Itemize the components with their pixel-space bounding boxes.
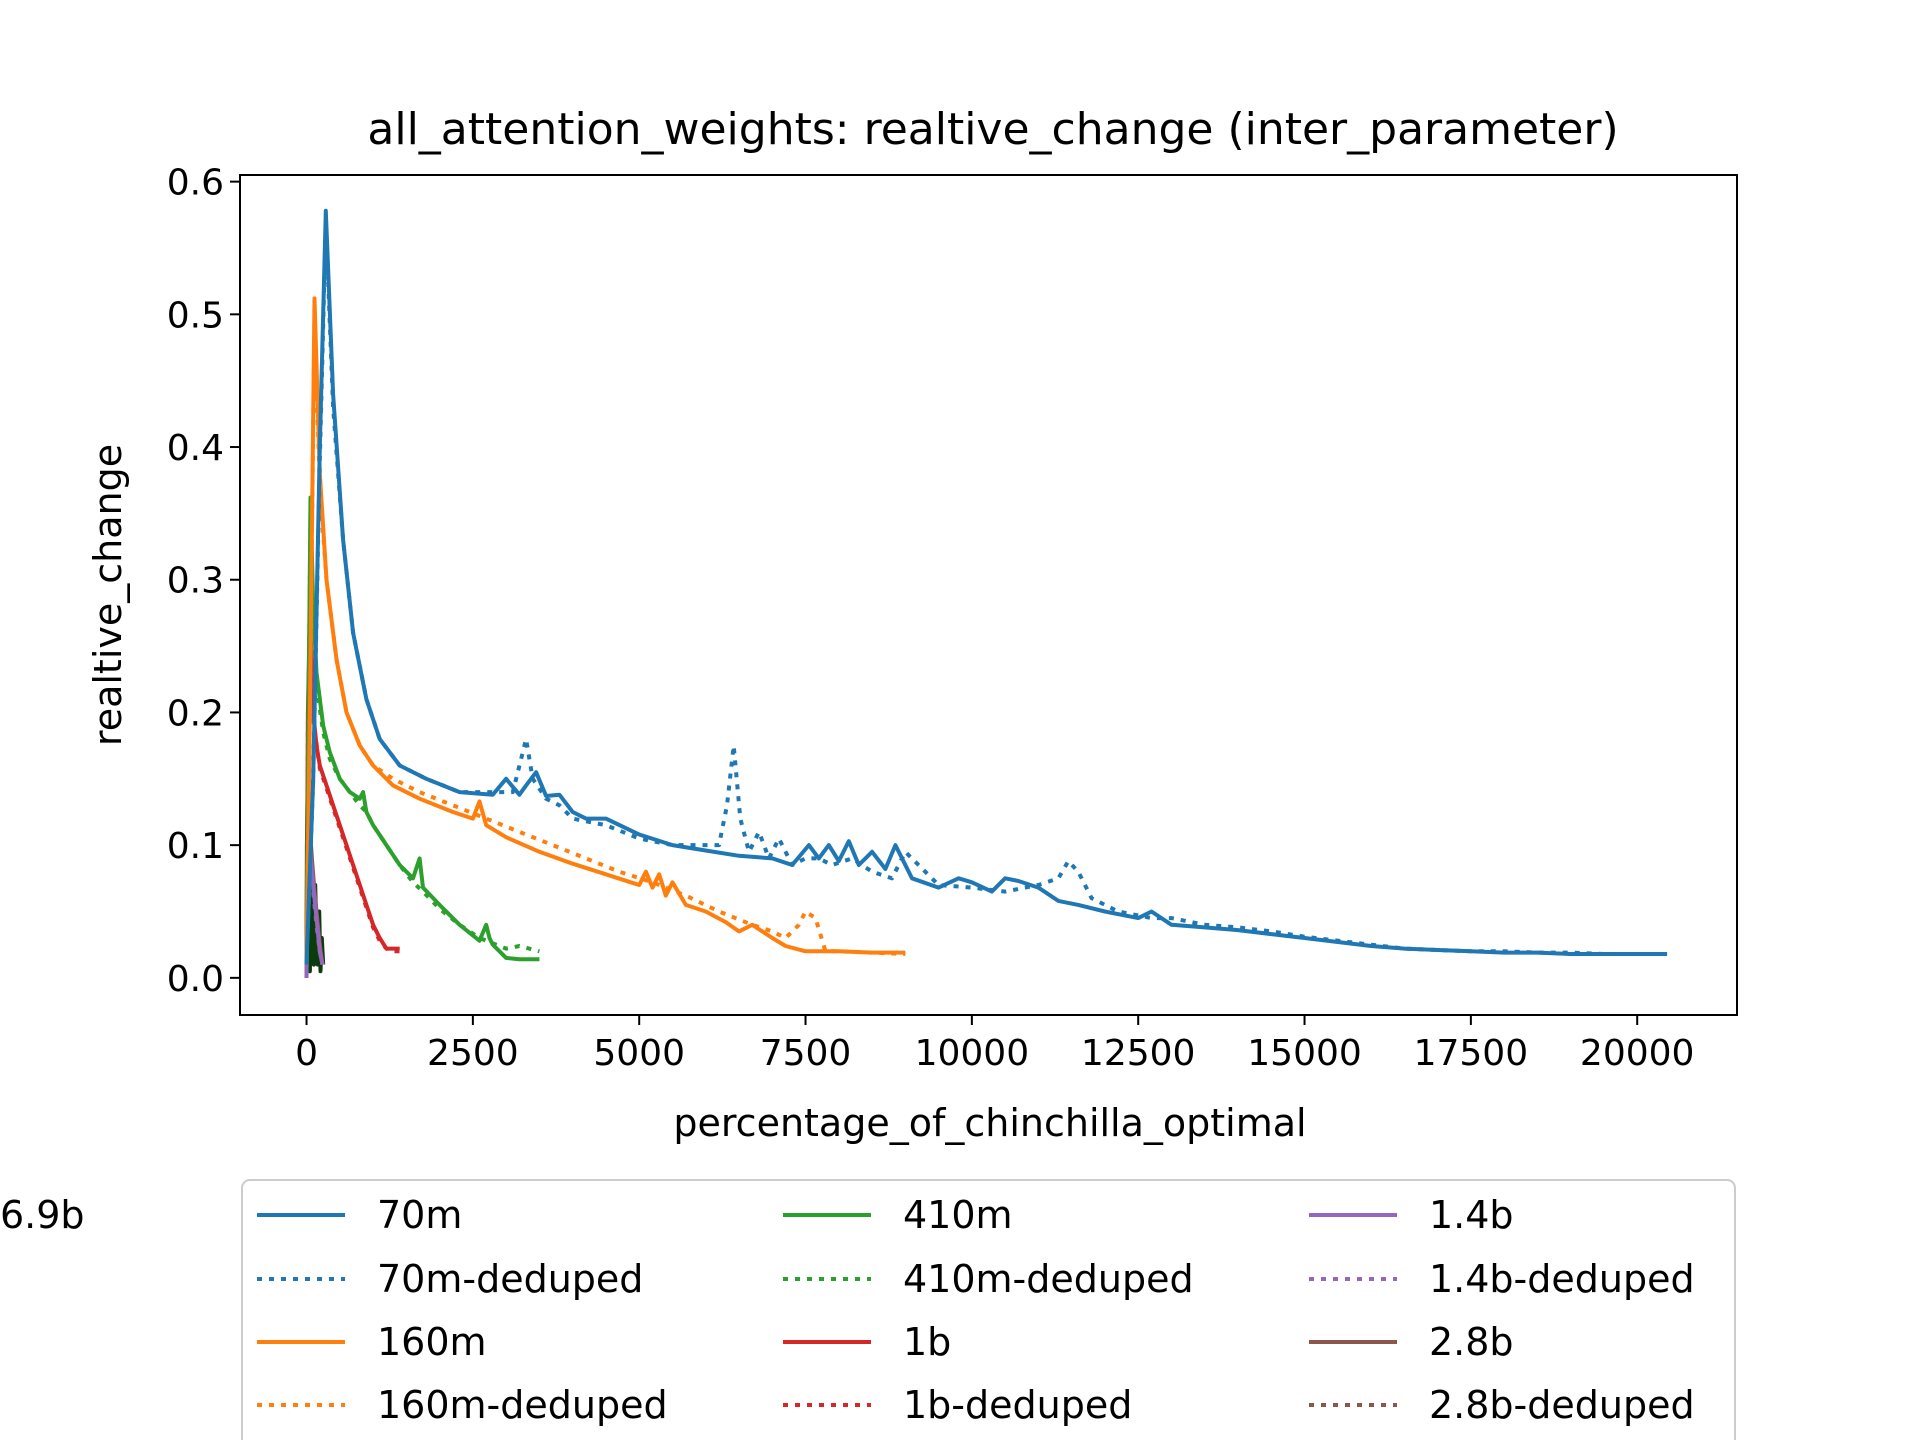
y-tick-label: 0.6: [167, 163, 224, 204]
legend-label-1-4b: 1.4b: [1429, 1193, 1514, 1237]
x-tick-label: 12500: [1081, 1033, 1196, 1074]
legend-label-1b-deduped: 1b-deduped: [903, 1383, 1132, 1427]
series-layer: [304, 208, 1668, 978]
legend-label-410m-deduped: 410m-deduped: [903, 1257, 1194, 1301]
x-tick-label: 2500: [427, 1033, 519, 1074]
y-tick-label: 0.1: [167, 826, 224, 867]
legend-label-2-8b: 2.8b: [1429, 1320, 1514, 1364]
y-axis: 0.0 0.1 0.2 0.3 0.4 0.5 0.6: [167, 163, 240, 1000]
series-line-160m: [304, 296, 906, 965]
x-tick-label: 0: [295, 1033, 318, 1074]
x-tick-label: 20000: [1580, 1033, 1695, 1074]
x-tick-label: 7500: [760, 1033, 852, 1074]
y-tick-label: 0.5: [167, 295, 224, 336]
x-axis-label: percentage_of_chinchilla_optimal: [673, 1101, 1306, 1145]
legend-label-410m: 410m: [903, 1193, 1013, 1237]
legend-label-2-8b-deduped: 2.8b-deduped: [1429, 1383, 1695, 1427]
legend-label-1b: 1b: [903, 1320, 951, 1364]
x-tick-label: 17500: [1414, 1033, 1529, 1074]
plot-frame: [239, 174, 1738, 1016]
x-axis: 0 2500 5000 7500 10000 12500 15000 17500 20000: [295, 1015, 1694, 1074]
series-line-160m-deduped: [304, 312, 906, 965]
series-line-70m: [304, 208, 1668, 965]
legend-label-70m-deduped: 70m-deduped: [377, 1257, 643, 1301]
x-tick-label: 5000: [593, 1033, 685, 1074]
y-tick-label: 0.2: [167, 693, 224, 734]
legend-label-160m-deduped: 160m-deduped: [377, 1383, 668, 1427]
legend-frame: [241, 1179, 1736, 1440]
legend: 70m 70m-deduped 160m 160m-deduped 410m 410m-d…: [0, 1179, 1736, 1440]
x-tick-label: 10000: [915, 1033, 1030, 1074]
legend-label-1-4b-deduped: 1.4b-deduped: [1429, 1257, 1695, 1301]
series-line-410m: [304, 495, 540, 965]
chart-title: all_attention_weights: realtive_change (…: [367, 104, 1618, 155]
legend-label-70m: 70m: [377, 1193, 462, 1237]
legend-label-6-9b: 6.9b: [0, 1193, 85, 1237]
y-tick-label: 0.4: [167, 428, 224, 469]
y-axis-label: realtive_change: [86, 444, 130, 746]
legend-label-160m: 160m: [377, 1320, 487, 1364]
series-line-1b: [304, 606, 400, 965]
y-tick-label: 0.3: [167, 561, 224, 602]
y-tick-label: 0.0: [167, 959, 224, 1000]
x-tick-label: 15000: [1247, 1033, 1362, 1074]
